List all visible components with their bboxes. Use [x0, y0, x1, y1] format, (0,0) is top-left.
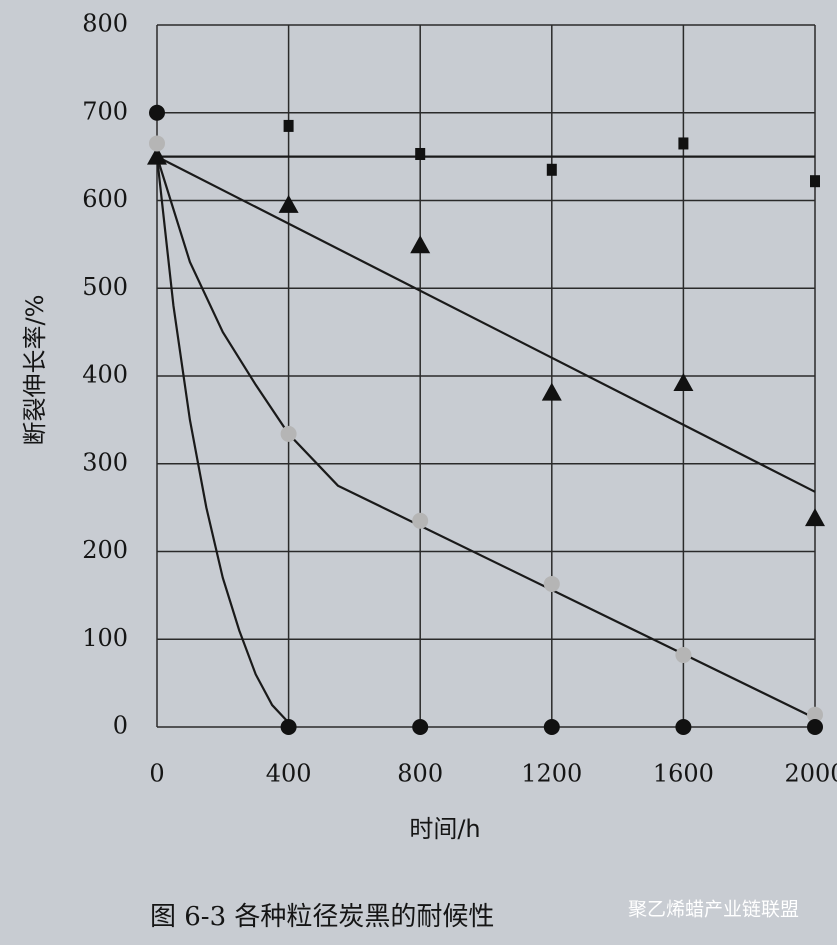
square-marker	[283, 119, 294, 132]
triangle-marker	[805, 508, 825, 527]
y-tick-label: 100	[82, 624, 128, 652]
circle-marker	[675, 719, 692, 735]
circle-marker	[807, 706, 823, 723]
circle-marker	[149, 135, 165, 152]
y-tick-label: 600	[82, 185, 128, 213]
y-tick-label: 700	[82, 97, 128, 125]
square-marker	[810, 175, 820, 188]
circle-marker	[412, 512, 429, 529]
y-tick-label: 400	[82, 361, 128, 389]
y-tick-label: 300	[82, 448, 128, 476]
circle-marker	[675, 647, 692, 664]
triangle-marker	[147, 146, 167, 165]
circle-marker	[412, 719, 429, 735]
triangle-marker	[410, 235, 431, 254]
watermark: 聚乙烯蜡产业链联盟	[628, 899, 799, 921]
square-marker	[546, 163, 557, 176]
circle-marker	[543, 575, 560, 592]
circle-marker	[149, 104, 165, 121]
square-marker	[415, 147, 426, 160]
triangle-marker	[541, 382, 562, 401]
fit-line	[155, 156, 816, 720]
square-marker	[678, 137, 689, 150]
x-tick-label: 1200	[521, 760, 582, 788]
y-tick-label: 500	[82, 273, 128, 301]
circle-marker	[807, 719, 823, 735]
fit-line	[155, 156, 290, 724]
x-tick-label: 0	[149, 760, 164, 788]
x-tick-label: 1600	[653, 760, 714, 788]
y-axis-label: 断裂伸长率/%	[21, 295, 49, 446]
x-axis-label: 时间/h	[409, 815, 480, 843]
circle-marker	[280, 425, 297, 442]
x-tick-label: 800	[397, 760, 443, 788]
triangle-marker	[673, 373, 694, 392]
x-tick-label: 400	[266, 760, 312, 788]
x-tick-label: 2000	[784, 760, 837, 788]
y-tick-label: 200	[82, 536, 128, 564]
y-tick-label: 0	[113, 712, 128, 740]
y-tick-label: 800	[82, 10, 128, 38]
chart-title: 图 6-3 各种粒径炭黑的耐候性	[150, 902, 494, 932]
circle-marker	[543, 719, 560, 735]
circle-marker	[280, 719, 297, 735]
triangle-marker	[278, 194, 299, 213]
fit-line	[156, 155, 816, 493]
